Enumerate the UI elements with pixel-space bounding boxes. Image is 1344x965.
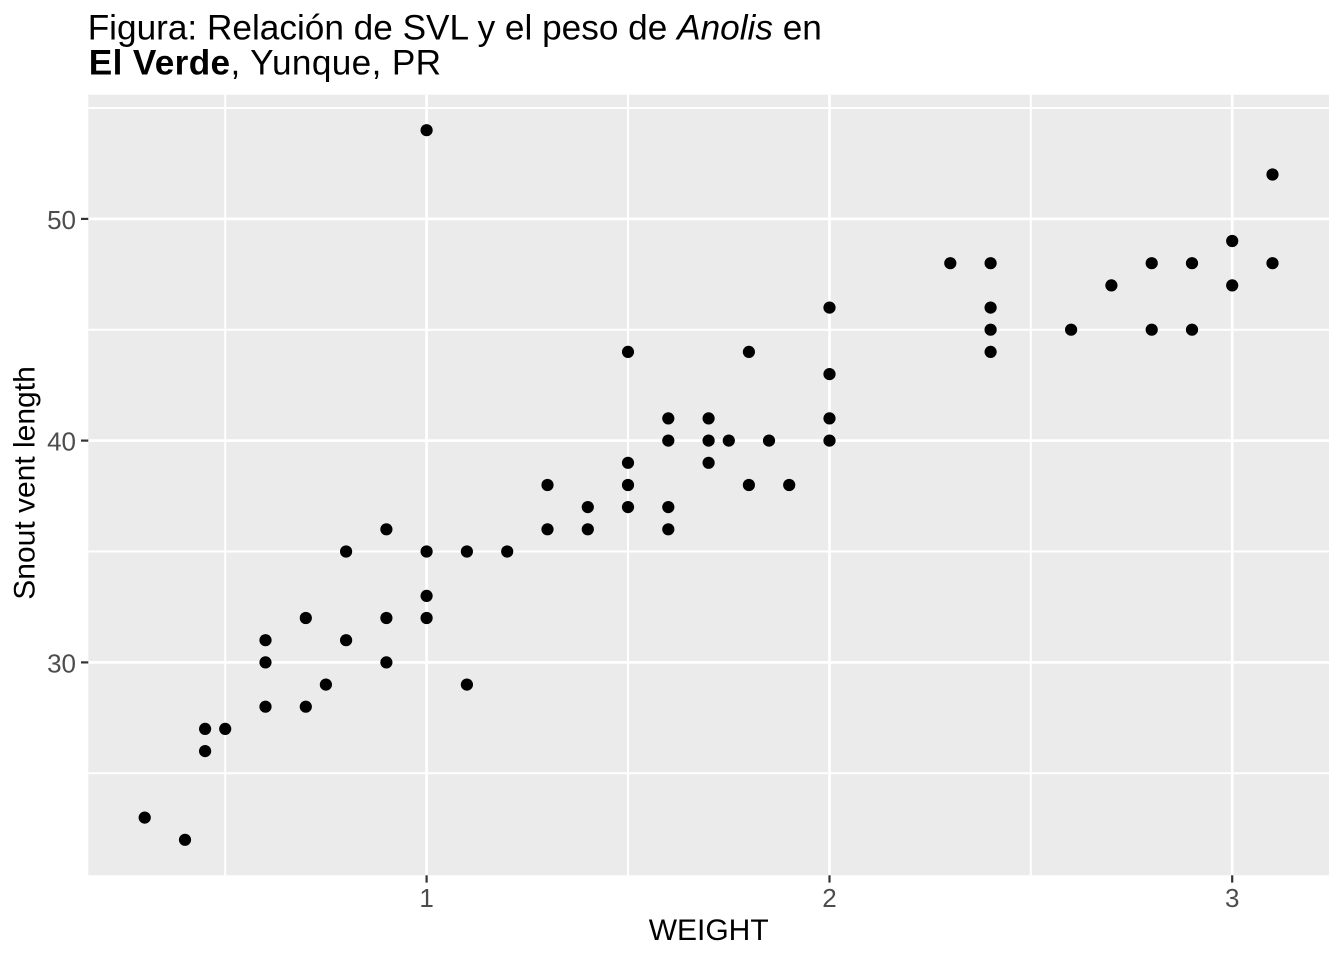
svg-text:Figura: Relación de SVL y el p: Figura: Relación de SVL y el peso de Ano… (88, 9, 822, 48)
svg-text:WEIGHT: WEIGHT (649, 914, 769, 947)
svg-text:Snout vent length: Snout vent length (9, 366, 42, 600)
svg-text:50: 50 (47, 205, 76, 235)
svg-text:El Verde, Yunque, PR: El Verde, Yunque, PR (89, 43, 442, 82)
svg-text:30: 30 (47, 648, 76, 678)
svg-text:1: 1 (419, 883, 433, 913)
svg-text:40: 40 (47, 427, 76, 457)
svg-text:3: 3 (1225, 883, 1239, 913)
svg-text:2: 2 (822, 883, 836, 913)
